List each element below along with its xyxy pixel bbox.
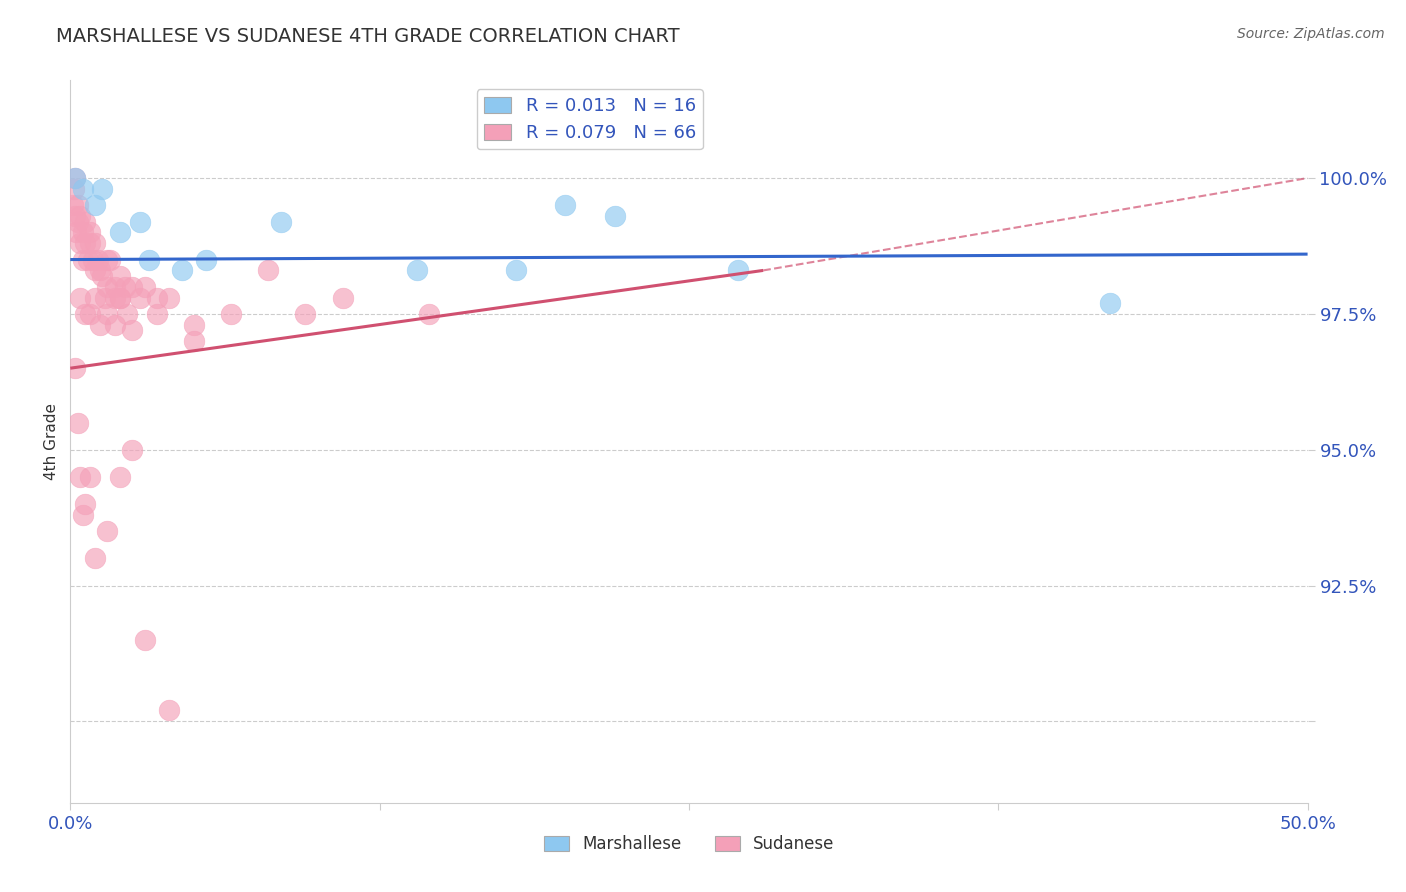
Point	[104, 291, 127, 305]
Point	[121, 442, 143, 457]
Point	[146, 291, 169, 305]
Point	[170, 263, 193, 277]
Point	[75, 236, 97, 251]
Point	[108, 291, 131, 305]
Point	[76, 252, 98, 267]
Point	[195, 252, 218, 267]
Point	[418, 307, 440, 321]
Point	[79, 307, 101, 321]
Point	[294, 307, 316, 321]
Point	[94, 291, 117, 305]
Point	[82, 252, 104, 267]
Point	[134, 632, 156, 647]
Text: MARSHALLESE VS SUDANESE 4TH GRADE CORRELATION CHART: MARSHALLESE VS SUDANESE 4TH GRADE CORREL…	[56, 27, 681, 45]
Point	[89, 318, 111, 332]
Point	[84, 291, 107, 305]
Point	[96, 279, 118, 293]
Point	[69, 209, 91, 223]
Point	[727, 263, 749, 277]
Point	[115, 307, 138, 321]
Point	[79, 226, 101, 240]
Point	[405, 263, 427, 277]
Point	[75, 307, 97, 321]
Point	[98, 252, 121, 267]
Point	[72, 182, 94, 196]
Point	[146, 307, 169, 321]
Point	[72, 226, 94, 240]
Point	[114, 279, 136, 293]
Point	[65, 361, 87, 376]
Point	[79, 236, 101, 251]
Point	[219, 307, 242, 321]
Point	[66, 416, 89, 430]
Point	[108, 268, 131, 283]
Point	[84, 198, 107, 212]
Point	[183, 334, 205, 348]
Point	[157, 703, 180, 717]
Point	[84, 551, 107, 566]
Point	[104, 318, 127, 332]
Point	[65, 209, 87, 223]
Point	[108, 470, 131, 484]
Point	[63, 182, 86, 196]
Point	[62, 198, 84, 212]
Point	[75, 214, 97, 228]
Point	[84, 263, 107, 277]
Point	[1098, 296, 1121, 310]
Point	[79, 470, 101, 484]
Point	[91, 182, 114, 196]
Point	[554, 198, 576, 212]
Point	[138, 252, 160, 267]
Point	[121, 279, 143, 293]
Point	[69, 291, 91, 305]
Point	[91, 268, 114, 283]
Point	[128, 214, 150, 228]
Point	[157, 291, 180, 305]
Point	[121, 323, 143, 337]
Point	[66, 214, 89, 228]
Point	[96, 524, 118, 538]
Point	[89, 263, 111, 277]
Point	[603, 209, 626, 223]
Legend: Marshallese, Sudanese: Marshallese, Sudanese	[537, 828, 841, 860]
Point	[69, 470, 91, 484]
Y-axis label: 4th Grade: 4th Grade	[44, 403, 59, 480]
Point	[128, 291, 150, 305]
Point	[257, 263, 280, 277]
Point	[65, 171, 87, 186]
Point	[96, 307, 118, 321]
Point	[86, 252, 108, 267]
Point	[65, 226, 87, 240]
Point	[72, 508, 94, 522]
Point	[332, 291, 354, 305]
Point	[270, 214, 292, 228]
Point	[66, 198, 89, 212]
Point	[65, 171, 87, 186]
Point	[108, 291, 131, 305]
Point	[104, 279, 127, 293]
Point	[108, 226, 131, 240]
Point	[96, 252, 118, 267]
Point	[84, 236, 107, 251]
Point	[69, 236, 91, 251]
Point	[72, 252, 94, 267]
Text: Source: ZipAtlas.com: Source: ZipAtlas.com	[1237, 27, 1385, 41]
Point	[183, 318, 205, 332]
Point	[75, 497, 97, 511]
Point	[505, 263, 527, 277]
Point	[134, 279, 156, 293]
